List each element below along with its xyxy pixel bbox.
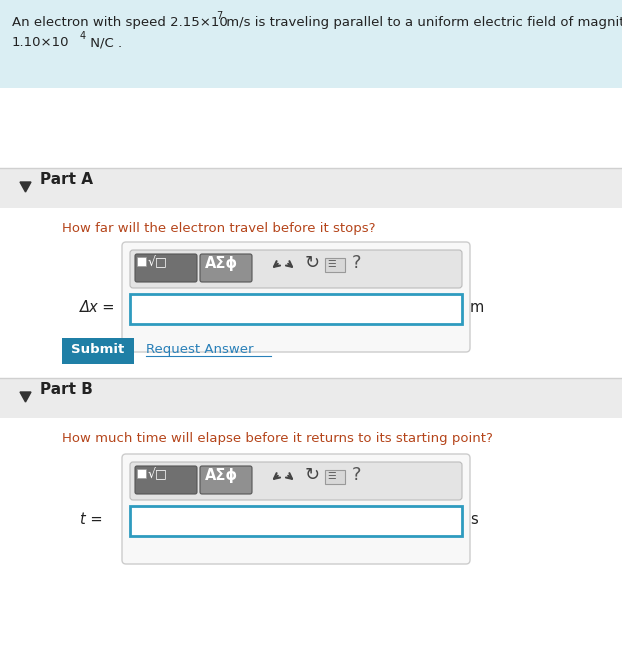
FancyBboxPatch shape — [0, 418, 622, 672]
Text: √□: √□ — [148, 256, 168, 269]
Text: Request Answer: Request Answer — [146, 343, 254, 356]
Text: AΣϕ: AΣϕ — [205, 256, 238, 271]
FancyBboxPatch shape — [0, 88, 622, 168]
Text: AΣϕ: AΣϕ — [205, 468, 238, 483]
Text: ↻: ↻ — [305, 466, 320, 484]
FancyBboxPatch shape — [122, 242, 470, 352]
FancyBboxPatch shape — [0, 168, 622, 208]
FancyBboxPatch shape — [122, 454, 470, 564]
FancyBboxPatch shape — [200, 254, 252, 282]
Text: How much time will elapse before it returns to its starting point?: How much time will elapse before it retu… — [62, 432, 493, 445]
FancyBboxPatch shape — [135, 254, 197, 282]
Text: m/s is traveling parallel to a uniform electric field of magnitude: m/s is traveling parallel to a uniform e… — [222, 16, 622, 29]
FancyBboxPatch shape — [130, 462, 462, 500]
FancyBboxPatch shape — [62, 338, 134, 364]
Text: √□: √□ — [148, 468, 168, 481]
Text: Part A: Part A — [40, 172, 93, 187]
Text: ☰: ☰ — [327, 259, 336, 269]
Text: m: m — [470, 300, 485, 315]
Text: Submit: Submit — [72, 343, 124, 356]
Text: 4: 4 — [80, 31, 86, 41]
Polygon shape — [20, 182, 31, 192]
Text: N/C .: N/C . — [86, 36, 122, 49]
FancyBboxPatch shape — [135, 466, 197, 494]
Polygon shape — [20, 392, 31, 402]
FancyBboxPatch shape — [130, 506, 462, 536]
Text: Part B: Part B — [40, 382, 93, 397]
Text: s: s — [470, 512, 478, 527]
FancyBboxPatch shape — [137, 257, 146, 266]
FancyBboxPatch shape — [325, 258, 345, 272]
FancyBboxPatch shape — [0, 0, 622, 88]
FancyBboxPatch shape — [325, 470, 345, 484]
Text: ?: ? — [352, 254, 361, 272]
FancyBboxPatch shape — [130, 294, 462, 324]
Text: ☰: ☰ — [327, 471, 336, 481]
Text: t =: t = — [80, 512, 103, 527]
Text: An electron with speed 2.15×10: An electron with speed 2.15×10 — [12, 16, 228, 29]
FancyBboxPatch shape — [130, 250, 462, 288]
FancyBboxPatch shape — [0, 208, 622, 393]
FancyBboxPatch shape — [200, 466, 252, 494]
Text: 7: 7 — [216, 11, 222, 21]
Text: ↻: ↻ — [305, 254, 320, 272]
FancyBboxPatch shape — [0, 544, 622, 672]
FancyBboxPatch shape — [0, 378, 622, 418]
Text: How far will the electron travel before it stops?: How far will the electron travel before … — [62, 222, 376, 235]
Text: ?: ? — [352, 466, 361, 484]
Text: Δx =: Δx = — [80, 300, 116, 315]
FancyBboxPatch shape — [137, 469, 146, 478]
Text: 1.10×10: 1.10×10 — [12, 36, 70, 49]
